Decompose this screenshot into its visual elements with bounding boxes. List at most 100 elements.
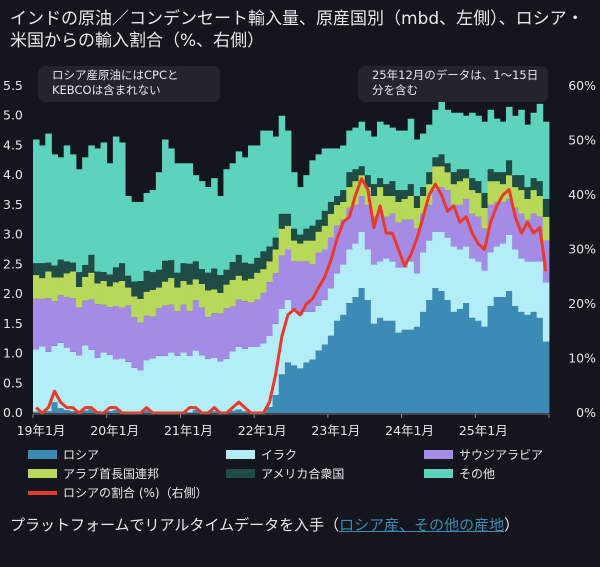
bar-1-50	[340, 264, 347, 315]
bar-5-52	[352, 127, 359, 170]
bar-3-60	[401, 198, 409, 220]
bar-1-81	[530, 261, 538, 312]
bar-0-34	[241, 411, 249, 413]
bar-4-11	[100, 272, 108, 282]
bar-2-75	[493, 201, 501, 247]
bar-1-6	[69, 351, 77, 412]
y-right-tick-label: 60%	[568, 78, 596, 93]
y-left-tick-label: 5.0	[3, 108, 23, 123]
legend-label: ロシア	[63, 448, 100, 462]
bar-0-66	[438, 291, 445, 413]
bar-4-55	[370, 184, 378, 196]
bar-3-55	[370, 195, 378, 217]
bar-4-6	[69, 262, 77, 272]
bar-0-69	[456, 308, 464, 413]
bar-2-59	[395, 222, 402, 268]
bar-3-47	[321, 225, 329, 250]
bar-1-49	[334, 273, 341, 321]
y-right-tick-label: 40%	[568, 187, 596, 202]
bar-2-38	[266, 282, 273, 336]
legend-swatch	[226, 450, 255, 459]
bar-2-14	[119, 307, 126, 359]
bar-2-29	[211, 313, 218, 358]
y-left-tick-label: 3.0	[3, 227, 23, 242]
bar-5-79	[518, 109, 525, 176]
bar-5-15	[125, 195, 132, 276]
bar-3-15	[125, 287, 132, 306]
bar-5-77	[506, 106, 513, 161]
bar-5-76	[499, 121, 507, 173]
bar-1-45	[309, 311, 316, 360]
x-tick-label: 21年1月	[164, 423, 213, 438]
bar-3-62	[413, 207, 421, 229]
bar-0-49	[334, 320, 341, 413]
bar-4-63	[420, 187, 427, 196]
bar-4-61	[407, 184, 415, 196]
bar-2-70	[463, 198, 470, 247]
bar-4-38	[266, 246, 273, 262]
bar-5-54	[364, 130, 372, 176]
legend-label: ロシアの割合 (%)（右側）	[63, 486, 208, 500]
bar-1-66	[438, 231, 445, 292]
bar-1-37	[260, 343, 267, 412]
bar-4-39	[272, 237, 280, 250]
bar-4-81	[530, 178, 538, 191]
bar-0-42	[291, 365, 298, 413]
bar-0-57	[383, 320, 390, 413]
bar-3-7	[76, 286, 83, 308]
y-left-tick-label: 1.5	[3, 316, 23, 331]
bar-1-74	[487, 252, 495, 306]
bar-5-30	[217, 195, 224, 276]
bar-0-77	[506, 291, 513, 413]
bar-5-32	[229, 163, 237, 262]
bar-5-4	[57, 157, 65, 260]
bar-5-73	[481, 121, 488, 194]
bar-1-36	[254, 347, 261, 413]
bar-5-20	[155, 172, 163, 270]
bar-2-67	[444, 190, 452, 238]
bar-3-36	[254, 272, 261, 300]
bar-3-77	[506, 175, 513, 199]
bar-2-66	[438, 187, 445, 232]
bar-1-32	[229, 351, 237, 411]
bar-4-62	[413, 195, 421, 208]
bar-3-41	[284, 225, 292, 250]
bar-4-53	[358, 166, 366, 176]
bar-4-48	[327, 201, 335, 214]
bar-4-24	[180, 263, 187, 282]
bar-0-33	[235, 409, 243, 413]
bar-4-5	[63, 261, 71, 274]
bar-4-20	[155, 269, 163, 288]
bar-3-11	[100, 281, 108, 305]
bar-3-28	[205, 290, 212, 318]
y-left-tick-label: 3.5	[3, 197, 23, 212]
bar-0-79	[518, 311, 525, 413]
bar-1-26	[192, 350, 200, 411]
bar-0-43	[297, 368, 304, 413]
bar-2-55	[370, 216, 378, 265]
bar-2-20	[155, 308, 163, 356]
bar-1-23	[174, 355, 181, 413]
bar-2-22	[168, 304, 175, 353]
note-right: 25年12月のデータは、1〜15日 分を含む	[358, 66, 548, 102]
bar-1-77	[506, 234, 513, 292]
bar-5-37	[260, 130, 267, 252]
bar-1-72	[475, 261, 482, 321]
bar-2-46	[315, 252, 323, 306]
legend-item-us: アメリカ合衆国	[226, 465, 344, 482]
bar-0-56	[377, 317, 384, 413]
footer-link[interactable]: ロシア産、その他の産地	[339, 516, 505, 534]
bar-3-45	[309, 240, 316, 265]
bar-0-71	[469, 317, 476, 413]
bar-5-83	[542, 121, 550, 199]
bar-4-3	[51, 265, 58, 278]
bar-2-28	[205, 317, 212, 359]
x-tick-label: 19年1月	[17, 423, 66, 438]
bar-1-43	[297, 314, 304, 369]
bar-2-7	[76, 307, 83, 356]
bar-4-18	[143, 270, 151, 292]
bar-4-29	[211, 268, 218, 290]
bar-0-9	[88, 409, 95, 413]
chart-title: インドの原油／コンデンセート輸入量、原産国別（mbd、左側）、ロシア・米国からの…	[10, 9, 584, 51]
bar-3-51	[346, 187, 353, 208]
